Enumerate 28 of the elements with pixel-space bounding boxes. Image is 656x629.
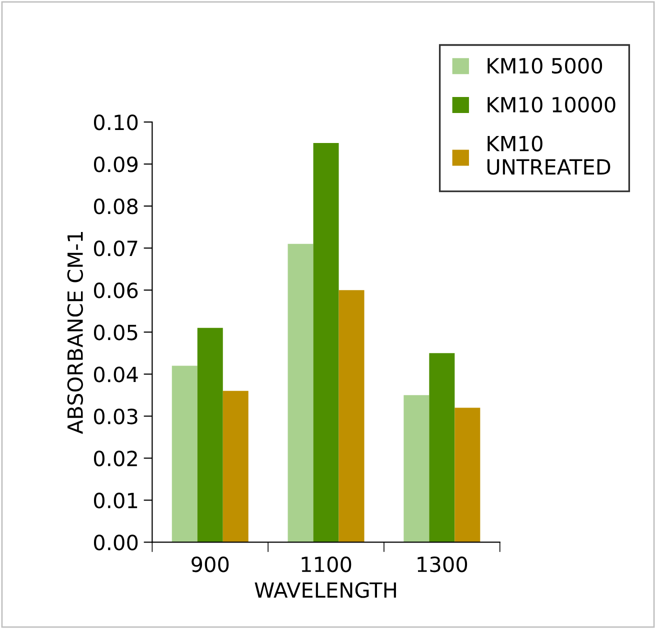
bar — [454, 408, 480, 542]
bar — [172, 366, 198, 542]
x-tick-label: 1300 — [418, 556, 468, 572]
y-tick-label: 0.05 — [94, 324, 138, 340]
y-tick-label: 0.06 — [94, 282, 138, 298]
y-tick-label: 0.02 — [94, 450, 137, 466]
bar — [429, 353, 455, 542]
legend-label: KM10 10000 — [488, 96, 616, 113]
y-tick-label: 0.00 — [94, 534, 138, 550]
bar — [404, 395, 430, 542]
bar — [338, 290, 364, 542]
x-axis-title: WAVELENGTH — [254, 582, 396, 598]
legend-label: KM10 UNTREATED — [487, 136, 610, 175]
x-tick-label: 1100 — [302, 556, 352, 572]
y-tick-label: 0.04 — [94, 366, 138, 382]
y-tick-label: 0.09 — [94, 156, 138, 172]
bar — [288, 244, 314, 542]
legend-label: KM10 5000 — [488, 58, 602, 74]
y-tick-label: 0.08 — [94, 198, 138, 214]
y-tick-label: 0.01 — [94, 492, 138, 508]
bar — [222, 390, 248, 542]
y-axis-title: ABSORBANCE CM-1 — [67, 232, 84, 434]
y-tick-label: 0.07 — [94, 240, 138, 256]
y-tick-label: 0.03 — [94, 408, 138, 424]
x-tick-label: 900 — [192, 556, 229, 572]
y-tick-label: 0.10 — [94, 114, 138, 130]
bar — [197, 328, 223, 542]
bar — [313, 143, 339, 542]
